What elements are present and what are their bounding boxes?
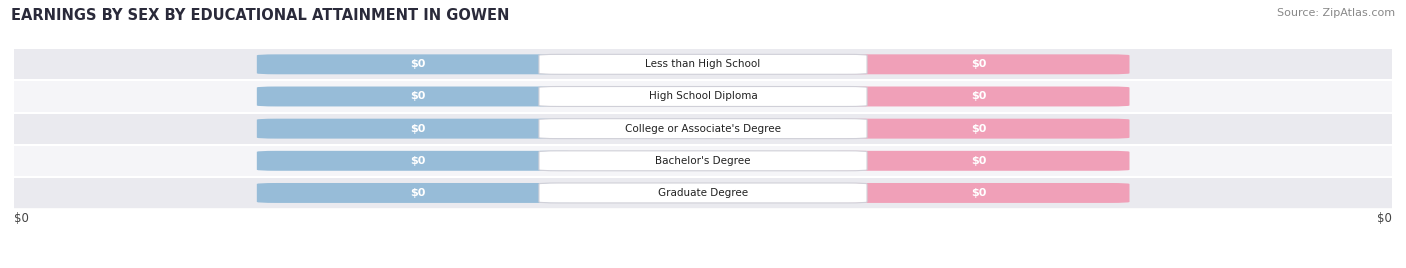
FancyBboxPatch shape — [257, 119, 578, 139]
Text: $0: $0 — [14, 212, 30, 225]
FancyBboxPatch shape — [538, 183, 868, 203]
Legend: Male, Female: Male, Female — [633, 263, 773, 268]
Text: $0: $0 — [411, 59, 425, 69]
FancyBboxPatch shape — [828, 87, 1129, 106]
FancyBboxPatch shape — [14, 113, 1392, 145]
Text: $0: $0 — [972, 124, 986, 134]
FancyBboxPatch shape — [828, 54, 1129, 74]
Text: $0: $0 — [972, 156, 986, 166]
FancyBboxPatch shape — [14, 177, 1392, 209]
FancyBboxPatch shape — [14, 48, 1392, 80]
Text: $0: $0 — [972, 91, 986, 102]
Text: Graduate Degree: Graduate Degree — [658, 188, 748, 198]
FancyBboxPatch shape — [257, 151, 578, 171]
Text: High School Diploma: High School Diploma — [648, 91, 758, 102]
Text: Bachelor's Degree: Bachelor's Degree — [655, 156, 751, 166]
FancyBboxPatch shape — [538, 54, 868, 74]
FancyBboxPatch shape — [828, 183, 1129, 203]
Text: $0: $0 — [411, 91, 425, 102]
FancyBboxPatch shape — [14, 145, 1392, 177]
FancyBboxPatch shape — [257, 87, 578, 106]
Text: $0: $0 — [1376, 212, 1392, 225]
Text: EARNINGS BY SEX BY EDUCATIONAL ATTAINMENT IN GOWEN: EARNINGS BY SEX BY EDUCATIONAL ATTAINMEN… — [11, 8, 509, 23]
FancyBboxPatch shape — [828, 151, 1129, 171]
Text: $0: $0 — [972, 188, 986, 198]
FancyBboxPatch shape — [257, 54, 578, 74]
Text: $0: $0 — [411, 124, 425, 134]
Text: Less than High School: Less than High School — [645, 59, 761, 69]
FancyBboxPatch shape — [538, 119, 868, 139]
FancyBboxPatch shape — [14, 80, 1392, 113]
FancyBboxPatch shape — [538, 87, 868, 106]
FancyBboxPatch shape — [828, 119, 1129, 139]
FancyBboxPatch shape — [257, 183, 578, 203]
Text: $0: $0 — [411, 188, 425, 198]
Text: $0: $0 — [972, 59, 986, 69]
FancyBboxPatch shape — [538, 151, 868, 171]
Text: Source: ZipAtlas.com: Source: ZipAtlas.com — [1277, 8, 1395, 18]
Text: $0: $0 — [411, 156, 425, 166]
Text: College or Associate's Degree: College or Associate's Degree — [626, 124, 780, 134]
